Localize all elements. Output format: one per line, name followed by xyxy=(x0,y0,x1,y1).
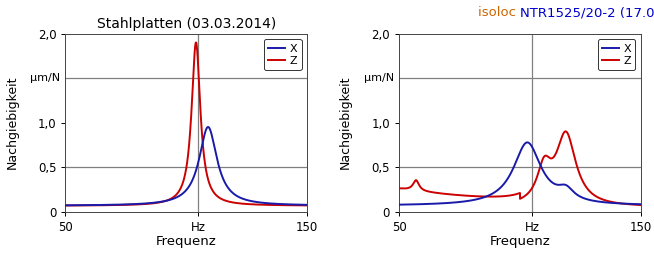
Y-axis label: Nachgiebigkeit: Nachgiebigkeit xyxy=(5,76,18,169)
Y-axis label: Nachgiebigkeit: Nachgiebigkeit xyxy=(339,76,352,169)
X-axis label: Frequenz: Frequenz xyxy=(156,235,216,248)
Title: Stahlplatten (03.03.2014): Stahlplatten (03.03.2014) xyxy=(97,17,276,31)
Text: μm/N: μm/N xyxy=(31,73,61,83)
X-axis label: Frequenz: Frequenz xyxy=(490,235,551,248)
Legend: X, Z: X, Z xyxy=(264,39,301,70)
Legend: X, Z: X, Z xyxy=(598,39,636,70)
Text: NTR1525/20-2 (17.06.2014): NTR1525/20-2 (17.06.2014) xyxy=(520,6,654,19)
Text: μm/N: μm/N xyxy=(364,73,394,83)
Text: isoloc: isoloc xyxy=(478,6,520,19)
